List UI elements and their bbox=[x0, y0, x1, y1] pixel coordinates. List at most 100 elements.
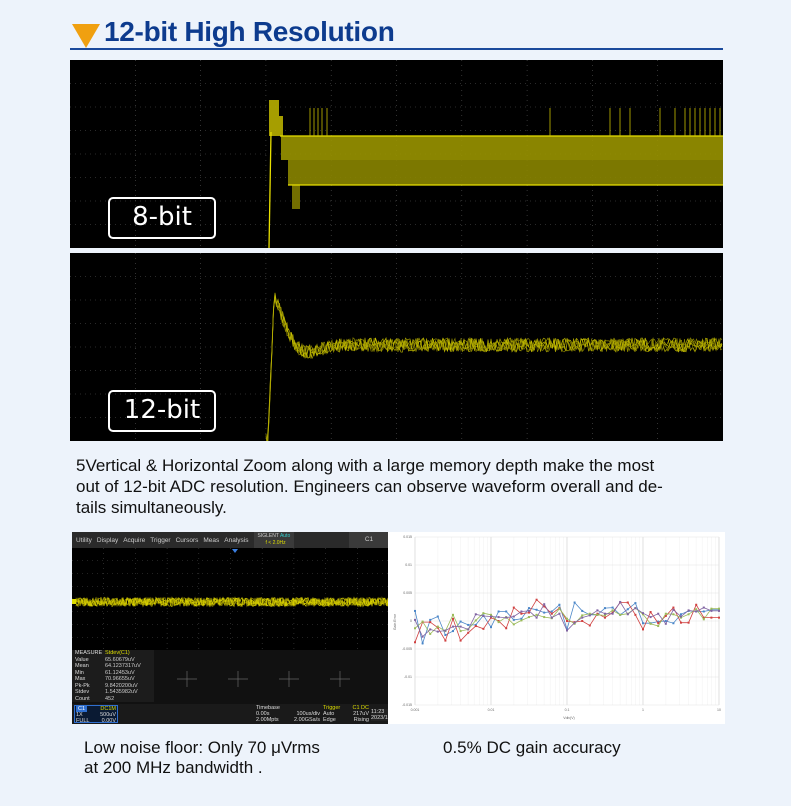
series-point bbox=[680, 616, 682, 619]
coupling: DC1M bbox=[100, 706, 116, 712]
series-point bbox=[664, 622, 667, 625]
series-point bbox=[702, 616, 705, 619]
menu-cursors[interactable]: Cursors bbox=[175, 536, 199, 544]
scope-status-bar: C1 DC1M 1X 500uV FULL 0.00V Timebase 0.00s 1… bbox=[72, 704, 389, 724]
menu-trigger[interactable]: Trigger bbox=[150, 536, 171, 544]
series-point bbox=[535, 616, 538, 619]
series-point bbox=[649, 616, 652, 619]
waveform-trace bbox=[266, 293, 723, 441]
series-point bbox=[718, 609, 720, 612]
waveform-8bit bbox=[70, 60, 723, 248]
bandwidth: FULL bbox=[76, 718, 90, 724]
trigger-mode-value: Auto bbox=[323, 711, 335, 717]
timebase-box[interactable]: Timebase 0.00s 100us/div 2.00Mpts 2.00GSa/… bbox=[256, 705, 320, 723]
description-paragraph: 5Vertical & Horizontal Zoom along with a… bbox=[76, 455, 788, 518]
trigger-source: C1 DC bbox=[352, 705, 369, 711]
series-point bbox=[490, 626, 492, 629]
series-point bbox=[596, 609, 599, 612]
series-point bbox=[512, 606, 515, 609]
series-point bbox=[664, 612, 667, 615]
series-point bbox=[687, 621, 690, 624]
menu-analysis[interactable]: Analysis bbox=[224, 536, 249, 544]
bit-label-12: 12-bit bbox=[108, 390, 216, 432]
series-point bbox=[436, 630, 439, 633]
channel-name: C1 bbox=[76, 706, 88, 712]
series-point bbox=[680, 621, 682, 624]
series-point bbox=[718, 616, 720, 619]
measure-row: Stdev 1.5435982uV bbox=[72, 689, 389, 696]
series-point bbox=[490, 613, 492, 616]
series-point bbox=[634, 602, 637, 605]
gain-error-chart: -0.015 -0.01 -0.005 0 0.005 0.01 0.015 0.001 0.0… bbox=[388, 532, 725, 724]
series-point bbox=[550, 616, 553, 619]
menu-utility[interactable]: Utility bbox=[76, 536, 92, 544]
trigger-box[interactable]: Trigger C1 DC Auto 217uV Edge Rising bbox=[323, 705, 369, 723]
series-point bbox=[626, 601, 629, 604]
measure-label: Stdev bbox=[72, 689, 102, 696]
trigger-label: Trigger bbox=[323, 705, 341, 711]
waveform-12bit-panel: 12-bit bbox=[70, 253, 723, 441]
series-point bbox=[687, 613, 690, 616]
series-point bbox=[566, 617, 568, 620]
series-point bbox=[611, 609, 614, 612]
title-underline bbox=[70, 48, 723, 50]
series-point bbox=[718, 607, 720, 610]
series-point bbox=[710, 608, 713, 611]
series-point bbox=[543, 605, 546, 608]
series-point bbox=[459, 625, 462, 628]
measure-label: Count bbox=[72, 695, 102, 702]
series-point bbox=[497, 610, 500, 613]
series-point bbox=[543, 603, 546, 606]
series-point bbox=[550, 610, 553, 613]
y-tick-label: -0.015 bbox=[402, 703, 412, 707]
series-point bbox=[520, 617, 523, 620]
series-point bbox=[543, 611, 546, 614]
title-triangle-icon bbox=[72, 24, 100, 48]
series-point bbox=[512, 618, 515, 621]
series-point bbox=[672, 613, 675, 616]
timebase-points: 2.00Mpts bbox=[256, 717, 279, 723]
measure-panel: MEASURE Stdev(C1) Value 65.60679uV Mean 64.1… bbox=[72, 650, 389, 704]
series-point bbox=[452, 630, 454, 633]
trigger-position-marker bbox=[232, 549, 238, 553]
series-point bbox=[619, 600, 622, 603]
probe: 1X bbox=[76, 712, 83, 718]
y-tick-label: 0.005 bbox=[403, 591, 412, 595]
series-point bbox=[664, 620, 667, 622]
series-point bbox=[619, 613, 622, 616]
series-point bbox=[543, 616, 546, 619]
series-point bbox=[429, 628, 432, 631]
series-point bbox=[467, 623, 470, 626]
measure-label: Max bbox=[72, 676, 102, 683]
channel-box[interactable]: C1 DC1M 1X 500uV FULL 0.00V bbox=[74, 705, 118, 724]
menu-acquire[interactable]: Acquire bbox=[123, 536, 146, 544]
menu-display[interactable]: Display bbox=[96, 536, 119, 544]
series-point bbox=[528, 611, 530, 614]
series-point bbox=[581, 620, 584, 622]
timebase-label: Timebase bbox=[256, 705, 280, 711]
offset: 0.00V bbox=[101, 718, 116, 724]
series-point bbox=[414, 609, 416, 612]
series-point bbox=[634, 607, 637, 610]
series-point bbox=[596, 612, 599, 615]
series-point bbox=[710, 607, 713, 610]
series-point bbox=[657, 625, 660, 628]
measure-value: 452 bbox=[102, 695, 154, 702]
measure-header-row: MEASURE Stdev(C1) bbox=[72, 650, 389, 657]
menu-meas[interactable]: Meas bbox=[203, 536, 220, 544]
vscale: 500uV bbox=[100, 712, 116, 718]
series-point bbox=[566, 629, 568, 632]
series-point bbox=[497, 621, 500, 624]
series-point bbox=[695, 603, 698, 606]
series-point bbox=[642, 628, 644, 631]
series-point bbox=[520, 612, 523, 615]
scope-trace bbox=[75, 596, 389, 608]
measure-label: Value bbox=[72, 656, 102, 663]
series-point bbox=[429, 621, 432, 624]
series-point bbox=[702, 606, 705, 609]
series-point bbox=[680, 613, 682, 616]
series-point bbox=[490, 615, 492, 618]
clock: 11:23 2023/1 bbox=[371, 709, 389, 721]
series-point bbox=[611, 612, 614, 615]
trigger-level: 217uV bbox=[353, 711, 369, 717]
